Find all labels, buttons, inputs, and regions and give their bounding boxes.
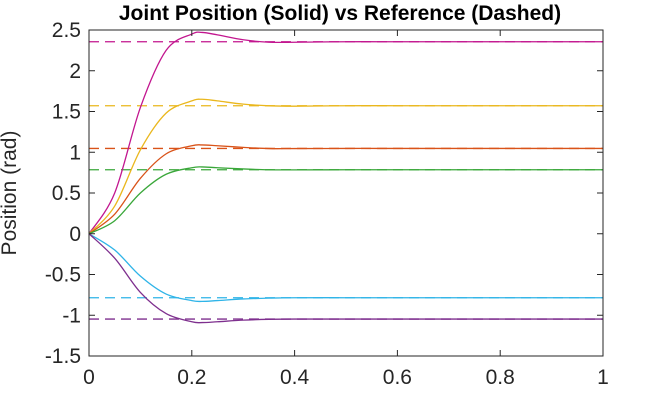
x-tick-label: 0.4 bbox=[280, 366, 310, 389]
series-line-5 bbox=[88, 233, 603, 303]
series-line-2 bbox=[88, 98, 603, 235]
x-tick-label: 0.8 bbox=[486, 366, 515, 389]
y-tick-label: -0.5 bbox=[45, 264, 81, 287]
chart-title: Joint Position (Solid) vs Reference (Das… bbox=[119, 2, 561, 25]
y-tick-label: 0.5 bbox=[52, 182, 81, 205]
y-tick-label: 0 bbox=[69, 223, 81, 246]
y-tick-label: 1.5 bbox=[52, 101, 81, 124]
y-tick-label: -1 bbox=[62, 304, 81, 327]
y-tick-label: 2.5 bbox=[52, 19, 81, 42]
series-line-3 bbox=[88, 144, 603, 235]
series-line-6 bbox=[88, 233, 603, 324]
series-line-4 bbox=[88, 166, 603, 235]
y-tick-label: 1 bbox=[69, 141, 81, 164]
y-tick-label: -1.5 bbox=[45, 345, 81, 368]
x-tick-label: 0 bbox=[83, 366, 95, 389]
x-tick-label: 0.6 bbox=[383, 366, 412, 389]
series-line-1 bbox=[88, 31, 603, 235]
axes-box bbox=[88, 29, 604, 357]
plot-area: 0 0.2 0.4 0.6 0.8 1 -1.5 -1 -0.5 0 0.5 1 1.5 2 2.5 bbox=[45, 19, 609, 389]
x-tick-label: 0.2 bbox=[177, 366, 206, 389]
y-axis-label: Position (rad) bbox=[0, 131, 21, 256]
x-tick-label: 1 bbox=[597, 366, 609, 389]
y-tick-label: 2 bbox=[69, 60, 81, 83]
